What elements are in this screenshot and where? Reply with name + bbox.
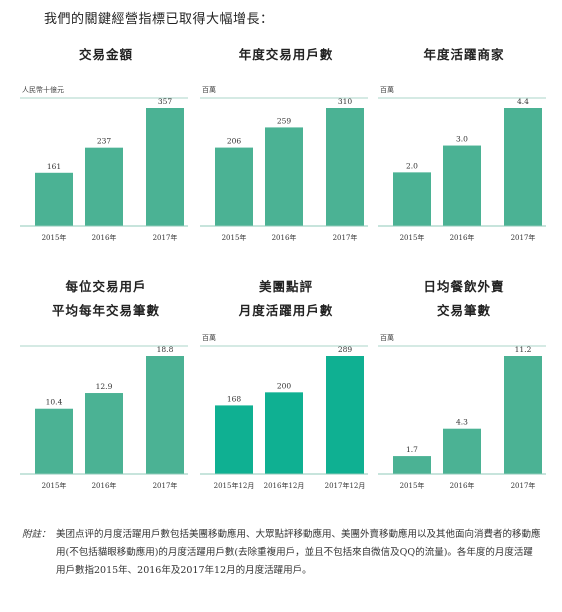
category-label: 2017年 bbox=[153, 481, 178, 490]
category-label: 2016年 bbox=[92, 233, 117, 242]
bar bbox=[504, 108, 542, 226]
bar-chart: 10.4 2015年 12.9 2016年 18.8 2017年 bbox=[20, 345, 188, 490]
data-label: 2.0 bbox=[406, 161, 418, 170]
chart-title: 日均餐飲外賣 bbox=[423, 279, 505, 294]
data-label: 237 bbox=[97, 137, 112, 146]
chart-title: 年度活躍商家 bbox=[423, 47, 505, 62]
unit-label: 人民幣十億元 bbox=[22, 86, 64, 94]
data-label: 310 bbox=[338, 97, 353, 106]
category-label: 2015年 bbox=[400, 233, 425, 242]
bar bbox=[215, 147, 253, 226]
category-label: 2016年12月 bbox=[264, 481, 305, 490]
chart-title: 每位交易用戶 bbox=[65, 279, 147, 294]
chart-title: 交易筆數 bbox=[436, 303, 491, 318]
bar-chart: 1.7 2015年 4.3 2016年 11.2 2017年 bbox=[378, 345, 546, 490]
bar bbox=[85, 393, 123, 474]
bar-chart: 2.0 2015年 3.0 2016年 4.4 2017年 bbox=[378, 97, 546, 242]
data-label: 10.4 bbox=[46, 398, 63, 407]
category-label: 2015年 bbox=[222, 233, 247, 242]
bar bbox=[215, 405, 253, 474]
category-label: 2016年 bbox=[272, 233, 297, 242]
category-label: 2017年 bbox=[333, 233, 358, 242]
chart-title: 美團點評 bbox=[258, 279, 313, 294]
data-label: 259 bbox=[277, 116, 292, 125]
bar bbox=[265, 392, 303, 474]
data-label: 11.2 bbox=[515, 345, 532, 354]
category-label: 2017年 bbox=[153, 233, 178, 242]
category-label: 2016年 bbox=[92, 481, 117, 490]
data-label: 4.3 bbox=[456, 418, 468, 427]
bar bbox=[35, 172, 73, 226]
bar bbox=[265, 127, 303, 226]
bar bbox=[85, 147, 123, 226]
unit-label: 百萬 bbox=[380, 334, 394, 342]
data-label: 18.8 bbox=[157, 345, 174, 354]
bar bbox=[146, 356, 184, 474]
data-label: 1.7 bbox=[406, 445, 418, 454]
data-label: 200 bbox=[277, 381, 292, 390]
bar bbox=[393, 456, 431, 474]
data-label: 168 bbox=[227, 394, 242, 403]
bar-chart: 161 2015年 237 2016年 357 2017年 bbox=[20, 97, 188, 242]
category-label: 2017年 bbox=[511, 233, 536, 242]
bar bbox=[326, 108, 364, 226]
bar bbox=[326, 356, 364, 474]
data-label: 161 bbox=[47, 162, 61, 171]
unit-label: 百萬 bbox=[202, 86, 216, 94]
category-label: 2016年 bbox=[450, 233, 475, 242]
bar bbox=[443, 145, 481, 226]
footnote-label: 附註： bbox=[22, 529, 51, 540]
category-label: 2015年 bbox=[42, 233, 67, 242]
chart-title: 交易金額 bbox=[78, 47, 133, 62]
category-label: 2015年 bbox=[400, 481, 425, 490]
chart-title: 平均每年交易筆數 bbox=[51, 303, 160, 318]
data-label: 12.9 bbox=[96, 382, 113, 391]
category-label: 2015年12月 bbox=[214, 481, 255, 490]
data-label: 3.0 bbox=[456, 135, 468, 144]
bar bbox=[504, 356, 542, 474]
bar-chart: 206 2015年 259 2016年 310 2017年 bbox=[200, 97, 368, 242]
category-label: 2015年 bbox=[42, 481, 67, 490]
data-label: 289 bbox=[338, 345, 353, 354]
unit-label: 百萬 bbox=[202, 334, 216, 342]
data-label: 206 bbox=[227, 137, 242, 146]
bar-chart: 168 2015年12月 200 2016年12月 289 2017年12月 bbox=[200, 345, 368, 490]
bar bbox=[35, 408, 73, 474]
unit-label: 百萬 bbox=[380, 86, 394, 94]
chart-title: 年度交易用戶數 bbox=[238, 47, 334, 62]
intro-text: 我們的關鍵經營指標已取得大幅增長： bbox=[44, 12, 274, 27]
category-label: 2017年12月 bbox=[325, 481, 366, 490]
bar bbox=[443, 428, 481, 474]
data-label: 357 bbox=[158, 97, 173, 106]
bar bbox=[393, 172, 431, 226]
data-label: 4.4 bbox=[517, 97, 529, 106]
bar bbox=[146, 108, 184, 226]
category-label: 2017年 bbox=[511, 481, 536, 490]
chart-title: 月度活躍用戶數 bbox=[238, 303, 334, 318]
category-label: 2016年 bbox=[450, 481, 475, 490]
footnote-text: 美团点评的月度活躍用戶數包括美團移動應用、大眾點評移動應用、美團外賣移動應用以及… bbox=[56, 529, 541, 576]
